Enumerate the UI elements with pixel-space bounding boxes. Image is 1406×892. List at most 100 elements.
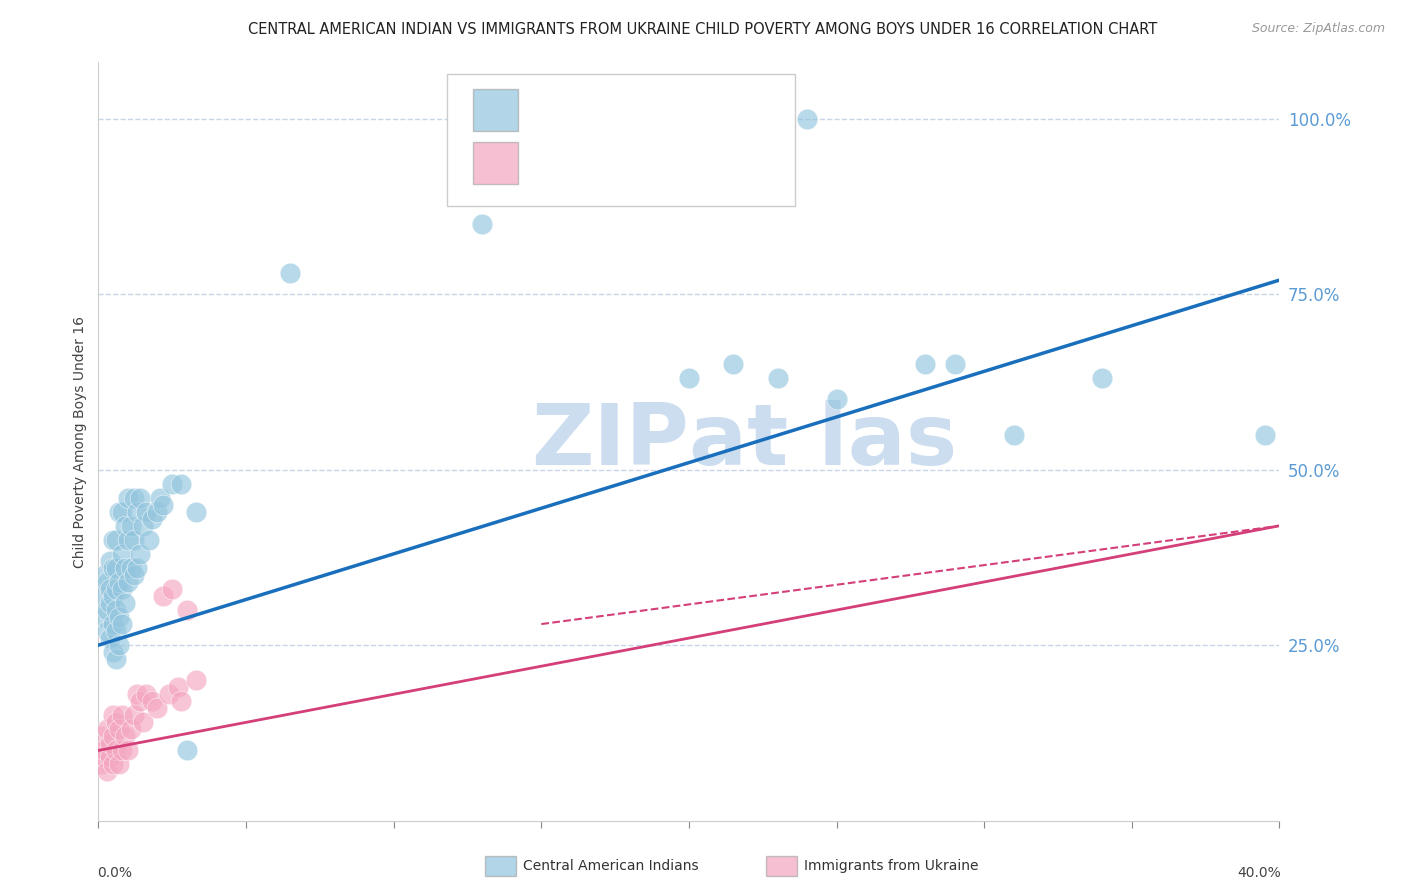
Point	[103, 617, 125, 632]
Point	[146, 505, 169, 519]
Point	[796, 112, 818, 126]
Point	[105, 624, 128, 639]
Point	[766, 371, 789, 385]
Point	[149, 491, 172, 505]
Point	[105, 652, 128, 666]
Point	[103, 561, 125, 575]
Point	[98, 582, 121, 596]
Text: R = 0.443: R = 0.443	[530, 152, 627, 170]
Point	[157, 687, 180, 701]
Point	[93, 610, 115, 624]
Point	[141, 512, 163, 526]
Point	[111, 708, 134, 723]
Point	[1254, 427, 1277, 442]
Point	[105, 715, 128, 730]
Point	[98, 631, 121, 645]
Point	[117, 491, 139, 505]
Point	[135, 505, 157, 519]
Point	[111, 743, 134, 757]
Point	[162, 582, 183, 596]
Point	[108, 638, 131, 652]
Point	[111, 505, 134, 519]
Point	[96, 574, 118, 589]
Point	[103, 708, 125, 723]
Point	[152, 589, 174, 603]
Point	[103, 645, 125, 659]
Point	[93, 743, 115, 757]
Point	[93, 568, 115, 582]
Point	[471, 217, 494, 231]
Point	[184, 505, 207, 519]
Point	[108, 610, 131, 624]
Point	[105, 603, 128, 617]
Point	[111, 582, 134, 596]
Point	[125, 561, 148, 575]
Text: CENTRAL AMERICAN INDIAN VS IMMIGRANTS FROM UKRAINE CHILD POVERTY AMONG BOYS UNDE: CENTRAL AMERICAN INDIAN VS IMMIGRANTS FR…	[249, 22, 1157, 37]
Point	[103, 757, 125, 772]
Point	[125, 687, 148, 701]
Point	[125, 505, 148, 519]
Point	[132, 715, 155, 730]
Text: N = 34: N = 34	[665, 152, 733, 170]
Text: R = 0.594: R = 0.594	[530, 95, 627, 113]
Point	[184, 673, 207, 688]
Point	[138, 533, 160, 547]
Point	[120, 518, 142, 533]
Point	[914, 357, 936, 371]
Point	[108, 757, 131, 772]
Point	[120, 723, 142, 737]
Point	[114, 596, 136, 610]
Point	[103, 533, 125, 547]
Point	[135, 687, 157, 701]
Point	[117, 743, 139, 757]
Text: Source: ZipAtlas.com: Source: ZipAtlas.com	[1251, 22, 1385, 36]
Point	[96, 603, 118, 617]
Point	[170, 476, 193, 491]
Point	[114, 518, 136, 533]
Point	[108, 723, 131, 737]
Point	[114, 561, 136, 575]
Point	[105, 561, 128, 575]
Point	[141, 694, 163, 708]
Point	[103, 730, 125, 744]
Point	[117, 574, 139, 589]
Point	[98, 596, 121, 610]
Point	[280, 266, 302, 280]
Point	[90, 730, 112, 744]
Point	[98, 554, 121, 568]
Point	[162, 476, 183, 491]
Point	[117, 533, 139, 547]
Point	[1002, 427, 1025, 442]
Point	[1091, 371, 1114, 385]
Point	[122, 533, 145, 547]
Point	[103, 589, 125, 603]
Text: 0.0%: 0.0%	[97, 866, 132, 880]
Point	[105, 533, 128, 547]
Point	[108, 505, 131, 519]
Point	[122, 491, 145, 505]
Text: at las: at las	[689, 400, 957, 483]
Point	[98, 736, 121, 750]
Point	[167, 680, 190, 694]
Text: ZIP: ZIP	[531, 400, 689, 483]
Point	[90, 589, 112, 603]
Point	[108, 574, 131, 589]
Point	[122, 568, 145, 582]
Point	[105, 743, 128, 757]
Text: 40.0%: 40.0%	[1237, 866, 1281, 880]
Point	[678, 371, 700, 385]
Point	[93, 750, 115, 764]
Point	[170, 694, 193, 708]
Point	[132, 518, 155, 533]
Point	[105, 582, 128, 596]
Point	[111, 547, 134, 561]
Point	[128, 491, 150, 505]
Point	[128, 547, 150, 561]
Point	[96, 624, 118, 639]
Point	[90, 757, 112, 772]
Point	[114, 730, 136, 744]
Point	[825, 392, 848, 407]
Point	[98, 750, 121, 764]
Point	[111, 617, 134, 632]
Point	[128, 694, 150, 708]
